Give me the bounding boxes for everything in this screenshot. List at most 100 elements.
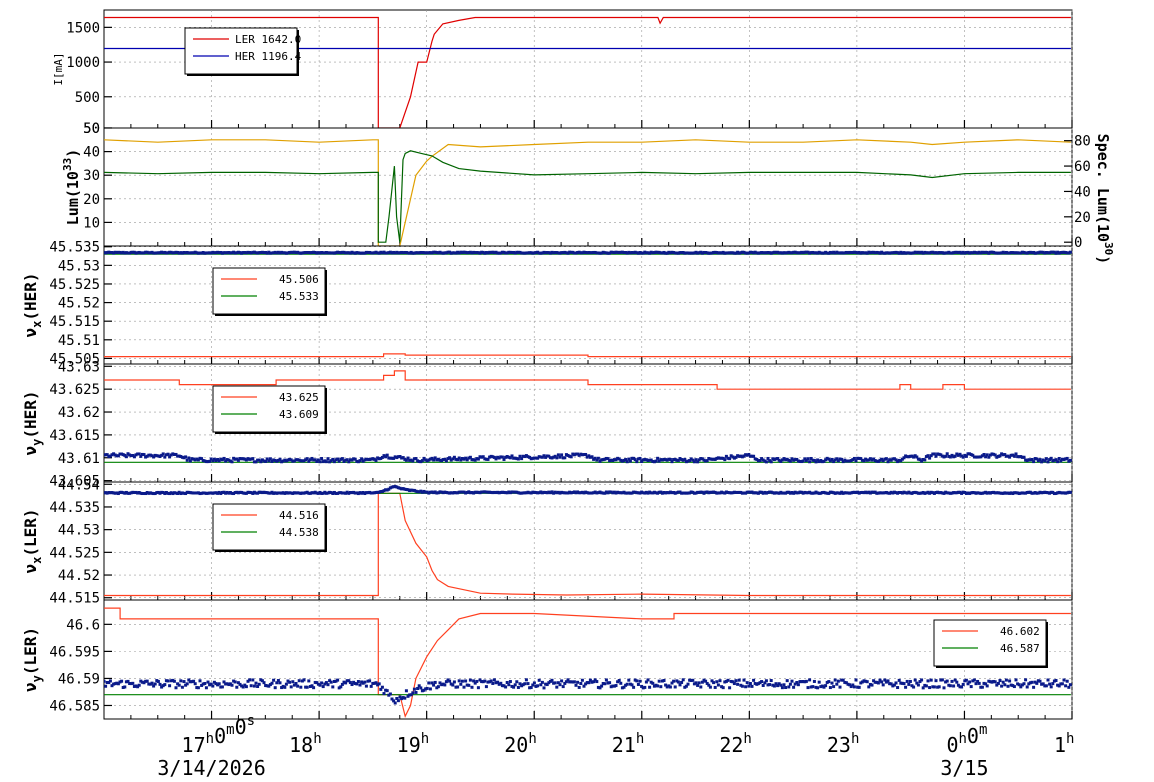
data-point — [187, 251, 191, 255]
data-point — [331, 457, 335, 461]
data-point — [105, 491, 109, 495]
data-point — [702, 491, 706, 495]
data-point — [307, 491, 311, 495]
data-point — [664, 251, 668, 255]
panel-nuy-her: 43.60543.6143.61543.6243.62543.63νy(HER)… — [21, 359, 1073, 490]
data-point — [560, 490, 564, 494]
data-point — [728, 251, 732, 255]
data-point — [699, 457, 703, 461]
data-point — [694, 491, 698, 495]
data-point — [931, 250, 935, 254]
data-point — [446, 457, 450, 461]
data-point — [323, 251, 327, 255]
data-point — [907, 490, 911, 494]
data-point — [276, 491, 280, 495]
data-point — [737, 678, 741, 682]
data-point — [681, 458, 685, 462]
data-point — [113, 682, 117, 686]
data-point — [579, 251, 583, 255]
data-point — [908, 491, 912, 495]
data-point — [1062, 250, 1066, 254]
data-point — [801, 680, 805, 684]
data-point — [564, 491, 568, 495]
data-point — [683, 457, 687, 461]
data-point — [329, 680, 333, 684]
data-point — [1017, 455, 1021, 459]
data-point — [302, 459, 306, 463]
data-point — [297, 491, 301, 495]
data-point — [860, 458, 864, 462]
data-point — [732, 490, 736, 494]
data-point — [940, 251, 944, 255]
data-point — [220, 251, 224, 255]
data-point — [937, 251, 941, 255]
data-point — [499, 681, 503, 685]
data-point — [811, 491, 815, 495]
data-point — [539, 490, 543, 494]
data-point — [926, 490, 930, 494]
data-point — [793, 458, 797, 462]
data-point — [513, 490, 517, 494]
data-point — [264, 250, 268, 254]
data-point — [980, 454, 984, 458]
data-point — [228, 682, 232, 686]
data-point — [945, 251, 949, 255]
panel-frame — [103, 127, 1073, 247]
data-point — [780, 686, 784, 690]
data-point — [657, 250, 661, 254]
data-point — [294, 251, 298, 255]
data-point — [363, 251, 367, 255]
data-point — [992, 490, 996, 494]
data-point — [406, 456, 410, 460]
data-point — [672, 490, 676, 494]
data-point — [507, 683, 511, 687]
data-point — [732, 456, 736, 460]
data-point — [892, 251, 896, 255]
data-point — [216, 683, 220, 687]
data-point — [316, 682, 320, 686]
data-point — [750, 454, 754, 458]
data-point — [1032, 685, 1036, 689]
data-point — [1019, 491, 1023, 495]
data-point — [644, 490, 648, 494]
data-point — [339, 251, 343, 255]
data-point — [942, 455, 946, 459]
data-point — [516, 457, 520, 461]
data-point — [286, 679, 290, 683]
data-point — [768, 490, 772, 494]
data-point — [1016, 455, 1020, 459]
data-point — [398, 486, 402, 490]
data-point — [555, 491, 559, 495]
data-point — [708, 490, 712, 494]
data-point — [864, 457, 868, 461]
data-point — [592, 250, 596, 254]
data-point — [808, 490, 812, 494]
data-point — [524, 251, 528, 255]
data-point — [784, 491, 788, 495]
data-point — [673, 251, 677, 255]
data-point — [579, 682, 583, 686]
data-point — [884, 680, 888, 684]
data-point — [577, 685, 581, 689]
data-point — [185, 490, 189, 494]
data-point — [1009, 683, 1013, 687]
data-point — [806, 491, 810, 495]
data-point — [436, 251, 440, 255]
data-point — [992, 679, 996, 683]
data-point — [153, 251, 157, 255]
data-point — [355, 459, 359, 463]
data-point — [579, 452, 583, 456]
data-point — [539, 683, 543, 687]
data-point — [265, 684, 269, 688]
data-point — [764, 460, 768, 464]
data-point — [854, 459, 858, 463]
data-point — [148, 491, 152, 495]
data-point — [635, 460, 639, 464]
data-point — [179, 492, 183, 496]
data-point — [745, 681, 749, 685]
data-point — [508, 250, 512, 254]
data-point — [182, 250, 186, 254]
data-point — [891, 491, 895, 495]
data-point — [723, 251, 727, 255]
data-point — [966, 682, 970, 686]
